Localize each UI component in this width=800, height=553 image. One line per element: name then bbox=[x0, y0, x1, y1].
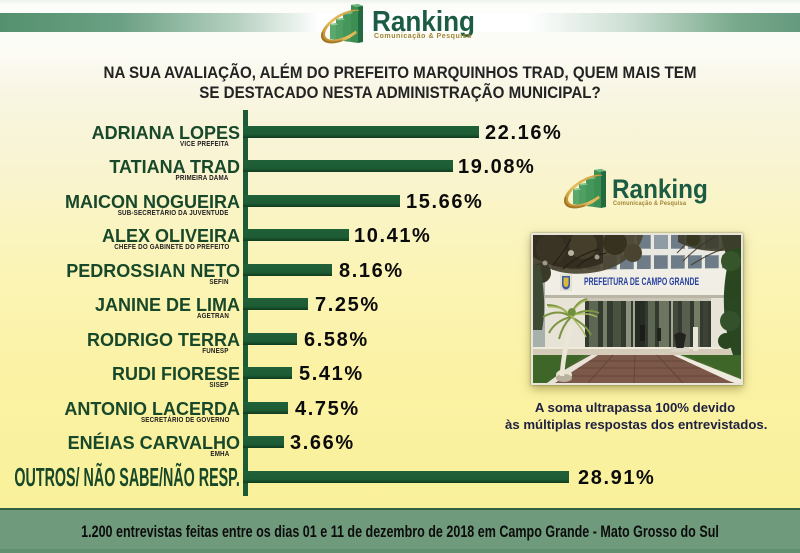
svg-text:PREFEITURA DE CAMPO GRANDE: PREFEITURA DE CAMPO GRANDE bbox=[584, 275, 699, 287]
